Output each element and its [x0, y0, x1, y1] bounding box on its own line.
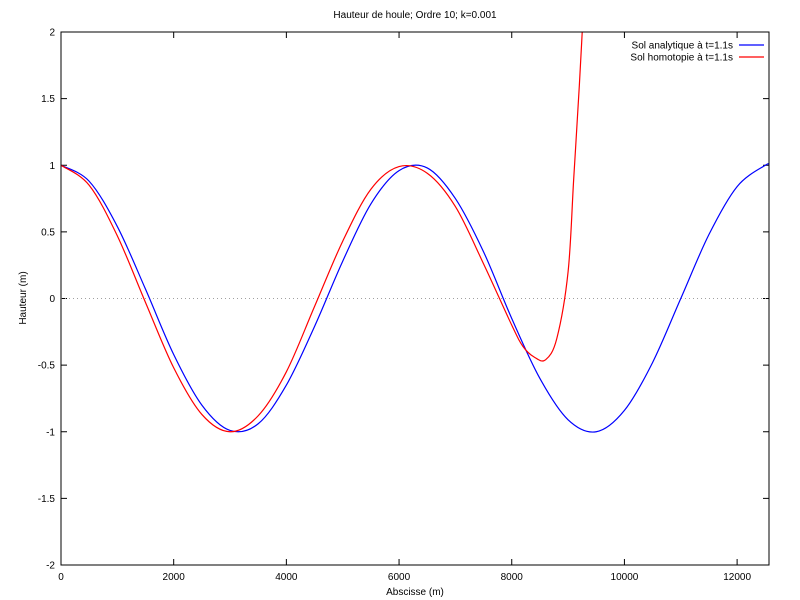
y-ticks: -2 -1.5 -1 -0.5 0 0.5 1 1.5 2	[38, 28, 769, 572]
x-tick-label: 10000	[611, 572, 639, 583]
y-tick-label: 2	[49, 28, 55, 39]
y-axis-label: Hauteur (m)	[18, 271, 29, 324]
y-tick-label: -1	[46, 427, 55, 438]
y-tick-label: 0	[49, 294, 55, 305]
x-ticks: 0 2000 4000 6000 8000 10000 12000	[58, 32, 751, 583]
legend-label: Sol homotopie à t=1.1s	[630, 53, 733, 64]
series-line-0	[61, 163, 769, 433]
x-tick-label: 2000	[163, 572, 186, 583]
x-tick-label: 8000	[501, 572, 524, 583]
y-tick-label: -0.5	[38, 361, 56, 372]
plot-border	[60, 31, 770, 566]
x-tick-label: 4000	[275, 572, 298, 583]
y-tick-label: -1.5	[38, 494, 56, 505]
x-tick-label: 12000	[723, 572, 751, 583]
y-tick-label: 1.5	[41, 94, 55, 105]
chart-title: Hauteur de houle; Ordre 10; k=0.001	[333, 10, 497, 21]
series-layer	[61, 32, 769, 433]
y-tick-label: 0.5	[41, 227, 55, 238]
y-tick-label: -2	[46, 561, 55, 572]
series-line-1	[61, 32, 583, 433]
x-axis-label: Abscisse (m)	[386, 587, 444, 598]
legend-label: Sol analytique à t=1.1s	[632, 41, 733, 52]
x-tick-label: 6000	[388, 572, 411, 583]
x-tick-label: 0	[58, 572, 64, 583]
y-tick-label: 1	[49, 161, 55, 172]
